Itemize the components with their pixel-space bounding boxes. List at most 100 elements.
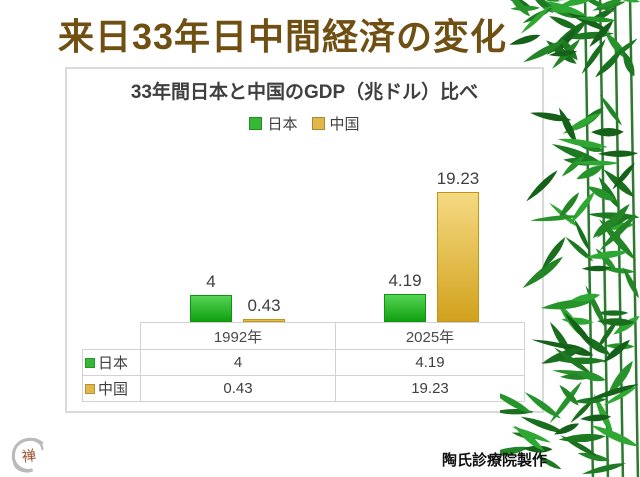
table-cell-japan-0: 4	[140, 349, 335, 375]
bamboo-leaf-icon	[557, 138, 608, 148]
bamboo-leaf-icon	[558, 433, 606, 443]
bamboo-leaf-icon	[585, 250, 628, 259]
bamboo-leaf-icon	[595, 0, 623, 9]
logo-swirl-icon	[11, 437, 44, 473]
bamboo-leaf-icon	[526, 170, 558, 202]
bamboo-leaf-icon	[540, 299, 594, 310]
bamboo-leaf-icon	[582, 463, 626, 475]
bamboo-leaf-icon	[612, 162, 635, 190]
bamboo-leaf-icon	[522, 256, 563, 289]
bamboo-leaf-icon	[602, 339, 630, 363]
bamboo-leaf-icon	[541, 347, 583, 364]
bamboo-leaf-icon	[612, 0, 640, 3]
bamboo-leaf-icon	[596, 203, 630, 239]
value-label-china-1: 19.23	[436, 169, 480, 188]
bar-china-2025	[437, 192, 479, 322]
legend-item-japan: 日本	[249, 113, 298, 134]
bamboo-leaf-icon	[570, 399, 594, 424]
chart-panel: 33年間日本と中国のGDP（兆ドル）比べ 日本 中国 4 4.19 0.43 19.23…	[65, 67, 544, 413]
logo-zen-glyph: 禅	[21, 447, 38, 466]
bamboo-leaf-icon	[500, 390, 533, 414]
chart-title: 33年間日本と中国のGDP（兆ドル）比べ	[130, 82, 479, 103]
bar-japan-2025	[384, 294, 426, 322]
bamboo-leaf-icon	[581, 39, 606, 75]
bamboo-leaf-icon	[573, 397, 607, 404]
bamboo-leaf-icon	[591, 127, 624, 137]
table-corner-cell	[82, 322, 140, 349]
bamboo-leaf-icon	[570, 293, 601, 302]
bamboo-leaf-icon	[575, 16, 617, 23]
bamboo-leaf-icon	[565, 236, 594, 262]
plot-area: 4 4.19 0.43 19.23	[67, 69, 542, 322]
bamboo-leaf-icon	[604, 267, 636, 274]
bamboo-leaf-icon	[613, 315, 640, 335]
table-swatch-japan	[85, 357, 95, 368]
bamboo-leaf-icon	[523, 445, 553, 453]
zen-logo: 禅	[11, 437, 44, 473]
table-cell-japan-1: 4.19	[335, 349, 525, 375]
bamboo-leaf-icon	[500, 0, 531, 7]
bar-china-1992	[243, 319, 285, 322]
legend-label: 中国	[329, 116, 360, 133]
bamboo-leaf-icon	[596, 310, 629, 316]
bamboo-leaf-icon	[541, 237, 566, 270]
bamboo-leaf-icon	[553, 423, 580, 435]
bamboo-leaf-icon	[598, 176, 620, 210]
legend-label: 日本	[267, 116, 298, 133]
bamboo-leaf-icon	[574, 218, 591, 252]
bamboo-leaf-icon	[574, 371, 606, 382]
credit-text: 陶氏診療院製作	[442, 452, 548, 469]
bamboo-leaf-icon	[597, 150, 638, 158]
legend-item-china: 中国	[311, 113, 360, 134]
legend-swatch-japan	[249, 117, 263, 130]
bamboo-leaf-icon	[573, 160, 620, 166]
bamboo-leaf-icon	[520, 5, 551, 34]
table-row-label-china: 中国	[82, 375, 140, 402]
bamboo-leaf-icon	[623, 50, 635, 77]
table-header-cell: 2025年	[335, 322, 525, 349]
table-row-label-text: 中国	[98, 381, 129, 398]
bamboo-stalk-icon	[628, 0, 640, 477]
table-row-label-text: 日本	[98, 355, 129, 372]
bamboo-leaf-icon	[596, 318, 635, 326]
bamboo-leaf-icon	[530, 112, 572, 122]
bamboo-leaf-icon	[524, 392, 561, 419]
bamboo-leaf-icon	[511, 426, 551, 443]
bamboo-leaf-icon	[580, 414, 612, 422]
bamboo-leaf-icon	[509, 34, 541, 45]
bamboo-leaf-icon	[599, 214, 637, 251]
table-cell-china-1: 19.23	[335, 375, 525, 402]
bamboo-leaf-icon	[551, 143, 604, 164]
value-label-japan-1: 4.19	[388, 271, 422, 290]
bamboo-leaf-icon	[595, 316, 619, 352]
bamboo-leaf-icon	[561, 155, 585, 177]
bamboo-leaf-icon	[607, 360, 633, 397]
bamboo-stalk-icon	[598, 0, 610, 477]
table-row-label-japan: 日本	[82, 349, 140, 375]
bamboo-leaf-icon	[623, 267, 639, 299]
bamboo-leaf-icon	[531, 339, 583, 350]
bamboo-leaf-icon	[564, 312, 595, 347]
bamboo-leaf-icon	[569, 190, 596, 225]
bamboo-leaf-icon	[559, 384, 579, 406]
table-swatch-china	[85, 383, 95, 394]
bamboo-leaf-icon	[603, 385, 638, 406]
bamboo-leaf-icon	[549, 381, 582, 424]
bamboo-leaf-icon	[586, 384, 639, 401]
bamboo-leaf-icon	[523, 40, 565, 63]
logo-hook-icon	[35, 440, 44, 451]
bamboo-leaf-icon	[554, 347, 593, 375]
legend-swatch-china	[311, 117, 325, 130]
bamboo-leaf-icon	[587, 186, 616, 201]
bamboo-leaf-icon	[520, 416, 565, 433]
bamboo-leaf-icon	[542, 6, 576, 14]
bamboo-leaf-icon	[595, 53, 621, 78]
data-table: 1992年 2025年 日本 4 4.19 中国 0.43 19.23	[82, 322, 525, 402]
bamboo-leaf-icon	[549, 16, 579, 30]
bamboo-leaf-icon	[576, 165, 604, 180]
bamboo-decoration	[500, 0, 640, 477]
bamboo-leaf-icon	[581, 265, 613, 272]
bamboo-leaf-icon	[577, 452, 610, 462]
bamboo-leaf-icon	[599, 94, 622, 126]
table-cell-china-0: 0.43	[140, 375, 335, 402]
